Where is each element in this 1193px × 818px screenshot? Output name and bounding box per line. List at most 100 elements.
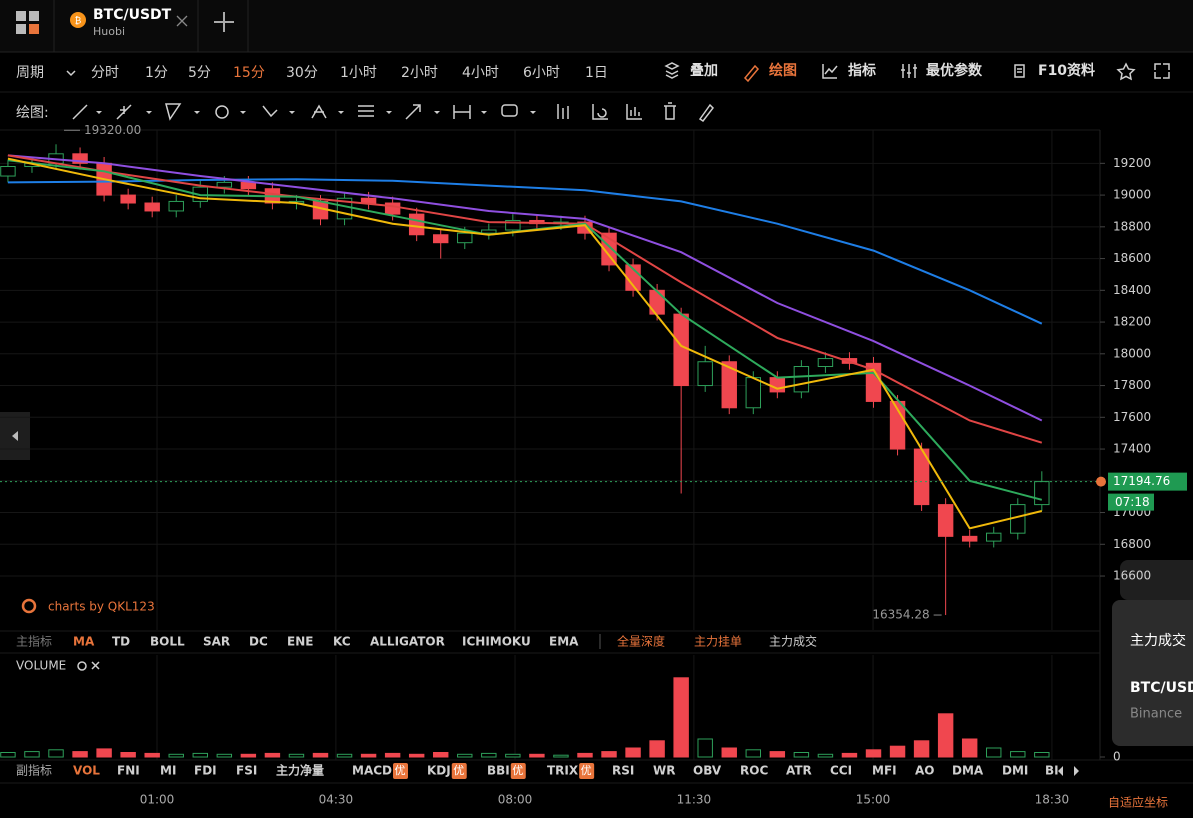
coin-icon: ₿ xyxy=(75,16,82,27)
indicator-button[interactable]: ENE xyxy=(287,635,313,649)
side-card-title: 主力成交 xyxy=(1130,632,1186,649)
sub-indicator-button[interactable]: CCI xyxy=(830,764,852,778)
indicator-button[interactable]: KC xyxy=(333,635,351,649)
sub-indicator-button[interactable]: FDI xyxy=(194,764,217,778)
main-indicator-label: 主指标 xyxy=(16,634,52,649)
sub-indicator-button[interactable]: DMI xyxy=(1002,764,1028,778)
tool-button[interactable]: 指标 xyxy=(848,62,876,79)
volume-bar xyxy=(481,752,497,758)
sub-indicator-button[interactable]: OBV xyxy=(693,764,722,778)
period-button[interactable]: 30分 xyxy=(286,65,318,81)
tab-bar xyxy=(0,0,1193,52)
period-button[interactable]: 1日 xyxy=(585,65,608,81)
fullscreen[interactable] xyxy=(1154,63,1170,79)
indicator-button[interactable]: ICHIMOKU xyxy=(462,635,531,649)
sub-indicator-button[interactable]: ROC xyxy=(740,764,768,778)
period-button[interactable]: 分时 xyxy=(91,65,119,81)
volume-bar xyxy=(865,749,882,758)
period-dropdown[interactable] xyxy=(66,70,76,77)
sub-indicator-button[interactable]: MFI xyxy=(872,764,897,778)
volume-bar xyxy=(697,738,713,758)
volume-bar xyxy=(360,753,377,758)
indicator-button[interactable]: BOLL xyxy=(150,635,185,649)
sub-indicator-button[interactable]: 主力净量 xyxy=(276,763,324,778)
sub-indicator-button[interactable]: RSI xyxy=(612,764,634,778)
tab[interactable]: ₿ BTC/USDT Huobi xyxy=(70,7,188,38)
tool-button[interactable]: 叠加 xyxy=(690,62,718,79)
badge-text: 优 xyxy=(395,764,406,777)
volume-bar xyxy=(433,752,449,758)
side-card[interactable] xyxy=(1112,600,1193,746)
period-button[interactable]: 2小时 xyxy=(401,65,438,81)
y-tick-label: 17400 xyxy=(1113,442,1151,456)
indicator-button[interactable]: DC xyxy=(249,635,268,649)
apps-icon[interactable] xyxy=(16,11,39,34)
sub-indicator-button[interactable]: BI xyxy=(1045,764,1059,778)
indicator-button[interactable]: SAR xyxy=(203,635,230,649)
sub-indicator-button[interactable]: MACD xyxy=(352,764,392,778)
volume-bar xyxy=(192,752,208,758)
volume-bar xyxy=(216,753,233,758)
sub-indicator-button[interactable]: TRIX xyxy=(547,764,579,778)
moving-average xyxy=(7,157,1043,530)
scroll-arrows[interactable] xyxy=(1058,766,1079,776)
tool-button[interactable]: 最优参数 xyxy=(926,62,983,79)
period-button[interactable]: 5分 xyxy=(188,65,211,81)
candle-body xyxy=(168,200,184,212)
candle-body xyxy=(481,229,497,234)
volume-bar xyxy=(505,753,521,758)
sub-indicator-button[interactable]: ATR xyxy=(786,764,812,778)
volume-label: VOLUME xyxy=(16,659,66,673)
volume-controls[interactable] xyxy=(77,661,100,671)
extra-button[interactable]: 全量深度 xyxy=(617,634,665,649)
favorite[interactable] xyxy=(1116,62,1136,81)
extra-button[interactable]: 主力挂单 xyxy=(694,635,742,649)
moving-average xyxy=(7,154,1043,422)
volume-bar xyxy=(745,749,762,758)
indicator-button[interactable]: EMA xyxy=(549,635,579,649)
volume-bar xyxy=(96,748,112,758)
indicator-button[interactable]: TD xyxy=(112,635,130,649)
extra-button[interactable]: 主力成交 xyxy=(769,634,817,649)
tool-button[interactable]: 绘图 xyxy=(769,62,797,79)
draw-tools[interactable] xyxy=(72,102,714,123)
candle-body xyxy=(433,234,449,244)
candle-body xyxy=(505,219,521,231)
badge-text: 优 xyxy=(512,764,523,777)
sub-indicator-button[interactable]: VOL xyxy=(73,764,100,778)
volume-bar xyxy=(577,752,593,758)
add-tab[interactable] xyxy=(214,12,234,32)
axis-mode[interactable]: 自适应坐标 xyxy=(1108,795,1168,810)
volume-bar xyxy=(240,753,257,758)
tab-close[interactable] xyxy=(176,15,188,27)
sub-indicator-button[interactable]: FSI xyxy=(236,764,257,778)
min-label: 16354.28 xyxy=(872,608,929,622)
period-button[interactable]: 15分 xyxy=(233,65,265,81)
volume-bar xyxy=(529,753,545,758)
volume-bar xyxy=(625,747,641,758)
period-button[interactable]: 1小时 xyxy=(340,65,377,81)
sub-indicator-button[interactable]: BBI xyxy=(487,764,510,778)
y-tick-label: 16600 xyxy=(1113,569,1151,583)
y-tick-label: 18200 xyxy=(1113,315,1151,329)
sub-indicator-button[interactable]: WR xyxy=(653,764,675,778)
candle-body xyxy=(961,535,978,542)
sub-indicator-button[interactable]: DMA xyxy=(952,764,984,778)
sub-indicator-button[interactable]: AO xyxy=(915,764,935,778)
tool-icons xyxy=(664,62,1170,83)
period-button[interactable]: 4小时 xyxy=(462,65,499,81)
candle-body xyxy=(817,358,834,368)
sub-indicator-button[interactable]: FNI xyxy=(117,764,140,778)
period-button[interactable]: 6小时 xyxy=(523,65,560,81)
volume-bar xyxy=(769,751,786,758)
period-button[interactable]: 1分 xyxy=(145,65,168,81)
sub-indicator-button[interactable]: KDJ xyxy=(427,764,451,778)
sub-indicator-button[interactable]: MI xyxy=(160,764,176,778)
volume-bar xyxy=(1010,751,1026,758)
tool-button[interactable]: F10资料 xyxy=(1038,62,1095,79)
watermark: charts by QKL123 xyxy=(48,600,155,614)
y-tick-label: 18800 xyxy=(1113,219,1151,233)
indicator-button[interactable]: MA xyxy=(73,635,95,649)
volume-bar xyxy=(264,752,281,758)
indicator-button[interactable]: ALLIGATOR xyxy=(370,635,445,649)
